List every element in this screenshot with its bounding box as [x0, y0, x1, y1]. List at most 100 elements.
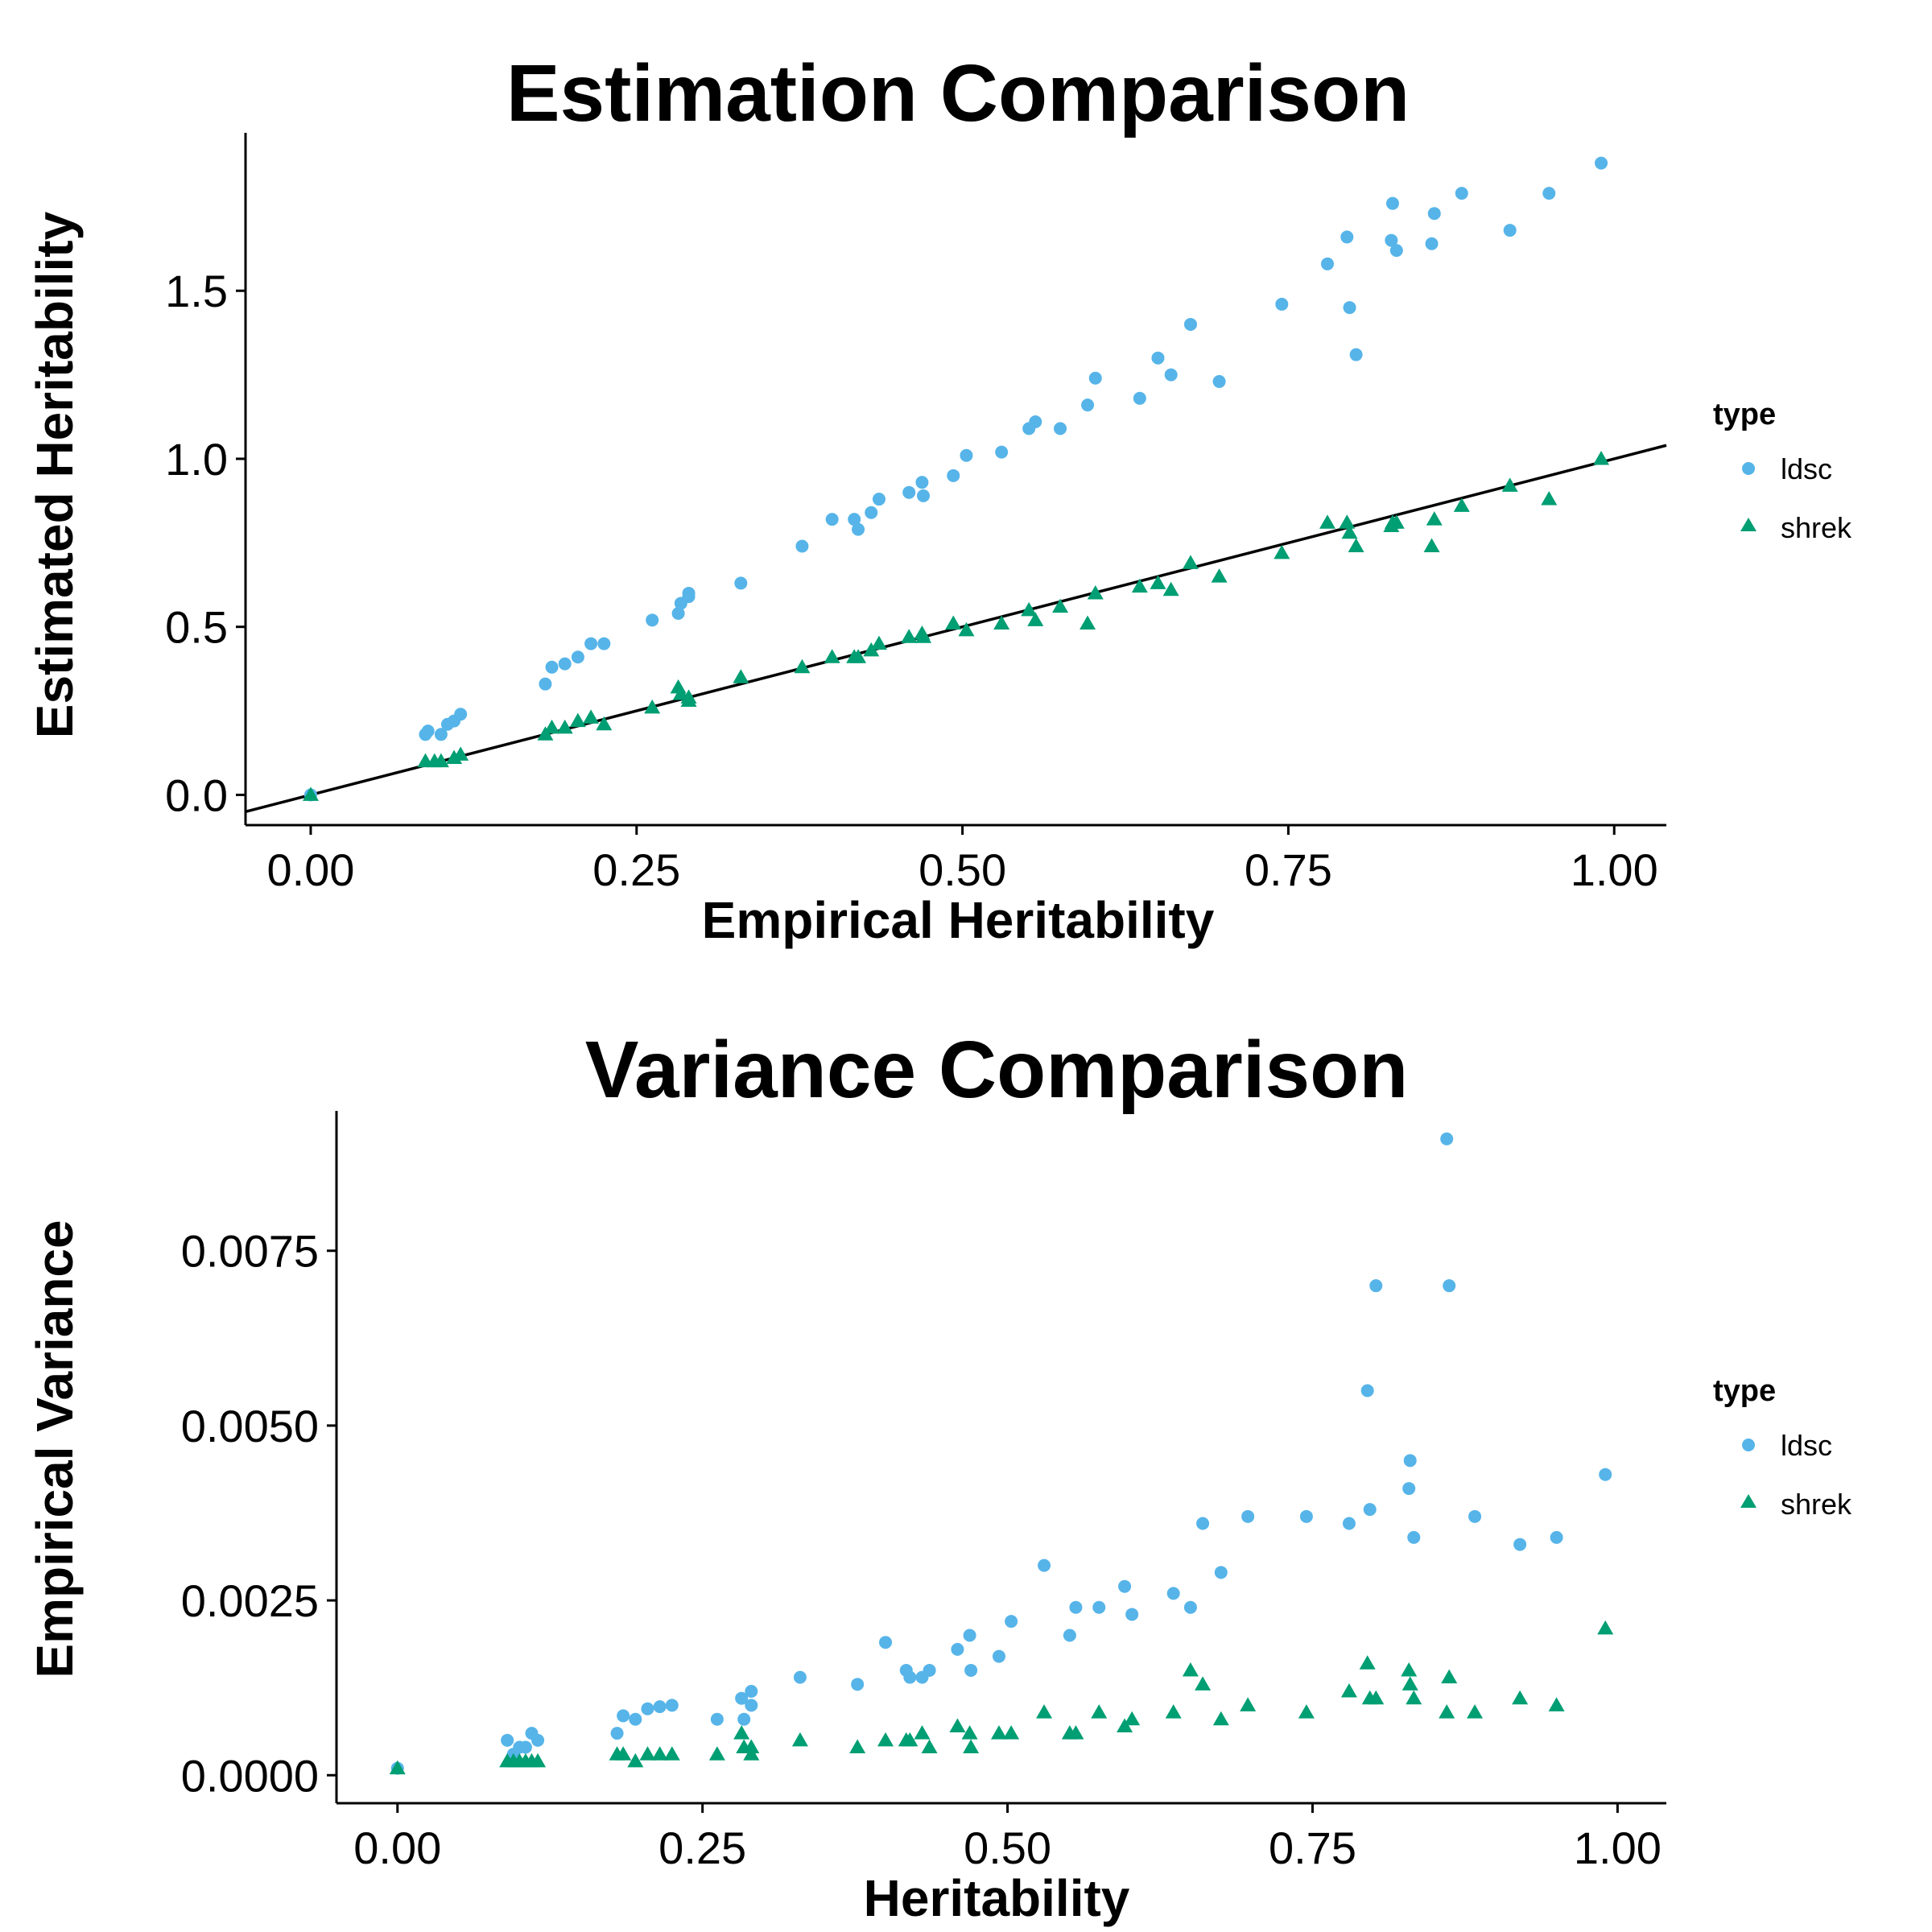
y-axis-title: Empirical Variance — [26, 1220, 84, 1678]
shrek-point — [302, 786, 319, 801]
ldsc-point — [1595, 156, 1608, 170]
ldsc-point — [1320, 257, 1334, 270]
x-tick-label: 0.25 — [592, 844, 680, 895]
ldsc-point — [1029, 415, 1042, 429]
ldsc-point — [1299, 1509, 1313, 1523]
shrek-point — [651, 1746, 668, 1761]
legend-title: type — [1713, 398, 1776, 431]
ldsc-point — [1118, 1579, 1132, 1593]
y-tick-label: 0.0050 — [181, 1401, 319, 1451]
ldsc-point — [1503, 224, 1517, 237]
ldsc-point — [629, 1712, 642, 1726]
ldsc-point — [879, 1636, 893, 1649]
ldsc-point — [865, 506, 878, 519]
ldsc-point — [852, 522, 865, 536]
shrek-point — [794, 658, 811, 674]
legend-ldsc-marker — [1742, 462, 1755, 475]
ldsc-point — [793, 1670, 807, 1684]
legend-shrek-label: shrek — [1781, 511, 1852, 544]
shrek-point — [543, 719, 560, 734]
ldsc-point — [915, 476, 929, 489]
shrek-point — [1340, 1683, 1357, 1698]
legend-title: type — [1713, 1374, 1776, 1408]
shrek-point — [530, 1752, 547, 1768]
shrek-point — [1348, 538, 1364, 552]
shrek-point — [949, 1718, 966, 1732]
ldsc-point — [745, 1685, 758, 1699]
ldsc-point — [501, 1733, 514, 1747]
ldsc-point — [923, 1663, 936, 1677]
shrek-point — [733, 669, 749, 683]
chart-title: Estimation Comparison — [506, 48, 1410, 138]
ldsc-point — [653, 1700, 667, 1714]
ldsc-point — [558, 657, 572, 671]
ldsc-point — [1214, 1566, 1228, 1579]
shrek-point — [627, 1752, 644, 1768]
ldsc-point — [1125, 1608, 1139, 1621]
shrek-point — [791, 1732, 808, 1747]
ldsc-point — [1092, 1600, 1106, 1614]
shrek-point — [389, 1760, 406, 1775]
shrek-point — [870, 635, 887, 650]
estimation-comparison-panel: Estimation Comparison Estimated Heritabi… — [26, 48, 1852, 949]
ldsc-point — [1088, 371, 1102, 385]
ldsc-point — [545, 660, 559, 674]
x-tick-label: 0.50 — [919, 844, 1006, 895]
shrek-point — [1182, 1662, 1199, 1677]
ldsc-point — [571, 650, 584, 664]
ldsc-point — [1166, 1587, 1180, 1600]
legend-ldsc-marker — [1742, 1439, 1755, 1451]
ldsc-point — [735, 1691, 749, 1705]
shrek-point — [1368, 1690, 1385, 1705]
shrek-point — [615, 1746, 632, 1761]
y-tick-label: 0.0025 — [181, 1575, 319, 1626]
ldsc-point — [434, 728, 448, 741]
shrek-point — [993, 615, 1010, 630]
shrek-point — [877, 1732, 894, 1747]
y-tick-label: 1.0 — [165, 434, 228, 485]
legend-shrek-marker — [1740, 518, 1757, 531]
y-tick-label: 0.0075 — [181, 1226, 319, 1277]
ldsc-point — [710, 1712, 724, 1726]
shrek-point — [1406, 1690, 1422, 1705]
shrek-point — [1003, 1725, 1020, 1740]
shrek-point — [1211, 568, 1228, 583]
x-tick-label: 0.75 — [1245, 844, 1332, 895]
shrek-point — [644, 699, 661, 714]
ldsc-point — [1054, 422, 1067, 436]
shrek-point — [1548, 1697, 1565, 1711]
shrek-point — [1512, 1690, 1529, 1705]
x-tick-label: 0.25 — [658, 1823, 746, 1873]
ldsc-point — [795, 539, 809, 553]
shrek-point — [824, 649, 840, 663]
ldsc-point — [531, 1733, 545, 1747]
ldsc-point — [737, 1712, 751, 1726]
shrek-point — [1067, 1725, 1084, 1740]
shrek-point — [1402, 1676, 1418, 1690]
chart-title: Variance Comparison — [585, 1025, 1409, 1115]
shrek-point — [1441, 1669, 1458, 1684]
shrek-point — [1593, 450, 1610, 465]
y-tick-label: 1.5 — [165, 266, 228, 316]
shrek-point — [1080, 615, 1096, 630]
ldsc-point — [617, 1709, 630, 1723]
shrek-point — [1426, 511, 1443, 526]
shrek-point — [1274, 544, 1290, 559]
ldsc-point — [1063, 1629, 1076, 1642]
shrek-point — [1453, 497, 1470, 512]
ldsc-point — [1069, 1600, 1083, 1614]
ldsc-point — [1407, 1530, 1421, 1544]
ldsc-point — [539, 677, 552, 691]
shrek-point — [1124, 1711, 1141, 1726]
ldsc-point — [745, 1699, 758, 1712]
legend-ldsc-label: ldsc — [1781, 1429, 1832, 1462]
x-tick-label: 0.50 — [964, 1823, 1051, 1873]
ldsc-point — [1342, 1517, 1356, 1530]
shrek-point — [1021, 601, 1038, 617]
shrek-point — [1182, 555, 1199, 569]
ldsc-point — [454, 708, 468, 721]
ldsc-point — [917, 489, 931, 502]
ldsc-point — [1369, 1279, 1383, 1293]
shrek-point — [1467, 1704, 1484, 1719]
shrek-point — [1212, 1711, 1229, 1726]
